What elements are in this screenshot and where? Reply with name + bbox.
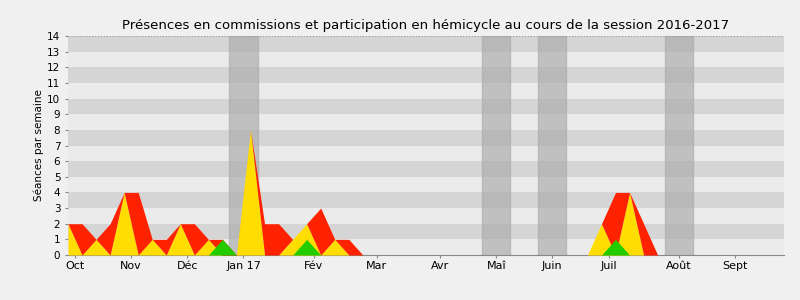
Bar [68,114,784,130]
Bar [665,36,693,255]
Bar [68,36,784,52]
Bar [68,146,784,161]
Bar [68,192,784,208]
Bar [68,99,784,114]
Bar [68,52,784,67]
Y-axis label: Séances par semaine: Séances par semaine [34,90,44,201]
Title: Présences en commissions et participation en hémicycle au cours de la session 20: Présences en commissions et participatio… [122,19,730,32]
Bar [68,224,784,239]
Bar [482,36,510,255]
Bar [538,36,566,255]
Bar [68,161,784,177]
Bar [68,177,784,192]
Bar [68,130,784,146]
Bar [68,67,784,83]
Bar [68,83,784,99]
Bar [68,239,784,255]
Bar [68,208,784,224]
Bar [230,36,258,255]
